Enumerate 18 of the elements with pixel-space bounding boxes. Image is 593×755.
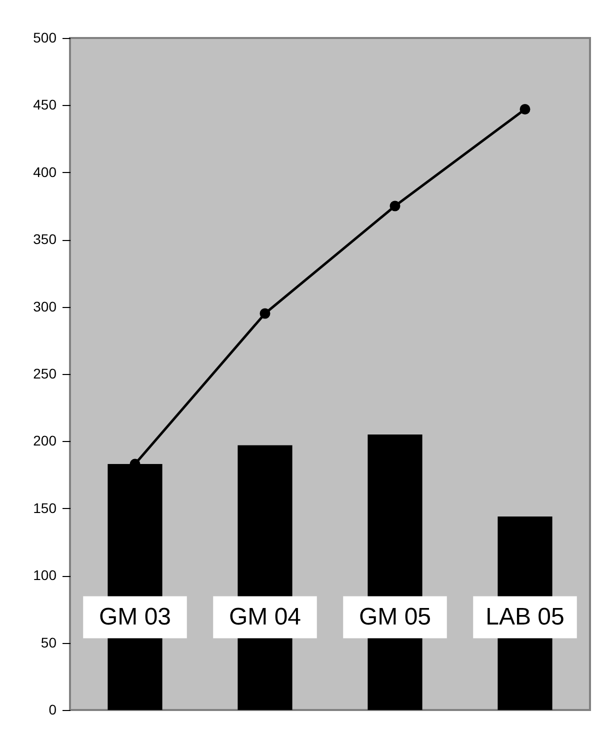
x-tick-label: LAB 05 xyxy=(486,603,564,630)
point xyxy=(390,200,400,212)
y-tick-label: 500 xyxy=(33,30,57,46)
y-tick-label: 0 xyxy=(48,702,57,718)
y-tick-label: 250 xyxy=(33,366,57,382)
point xyxy=(260,308,270,319)
y-tick-label: 100 xyxy=(33,567,57,584)
y-tick-label: 300 xyxy=(33,298,57,314)
y-tick-label: 350 xyxy=(33,231,57,248)
y-tick-label: 50 xyxy=(40,634,57,650)
y-tick-label: 450 xyxy=(33,96,57,113)
x-tick-label: GM 04 xyxy=(228,603,302,630)
y-tick-label: 200 xyxy=(33,432,57,449)
y-tick-label: 400 xyxy=(33,164,57,180)
x-tick-label: GM 03 xyxy=(98,603,172,630)
y-tick-label: 150 xyxy=(33,500,57,516)
x-tick-label: GM 05 xyxy=(358,603,432,630)
point xyxy=(520,104,530,114)
